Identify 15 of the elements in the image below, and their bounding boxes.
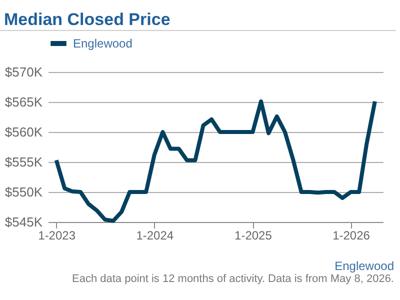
y-tick-label: $570K [4,64,43,80]
text: Englewood [334,259,394,273]
y-tick-label: $565K [4,94,43,110]
x-tick-label: 1-2023 [38,228,76,242]
legend-label: Englewood [73,36,132,50]
text: Each data point is 12 months of activity. Data is from May 8, 2026. [70,273,394,285]
x-tick-label: 1-2026 [332,228,370,242]
line-series [54,99,377,223]
y-tick-label: $550K [4,184,43,200]
y-tick-label: $560K [4,124,43,140]
x-tick-label: 1-2025 [234,228,272,242]
y-tick-label: $555K [4,154,43,170]
x-tick-label: 1-2024 [136,228,174,242]
chart-title: Median Closed Price [0,0,396,31]
y-tick-label: $545K [4,214,43,230]
